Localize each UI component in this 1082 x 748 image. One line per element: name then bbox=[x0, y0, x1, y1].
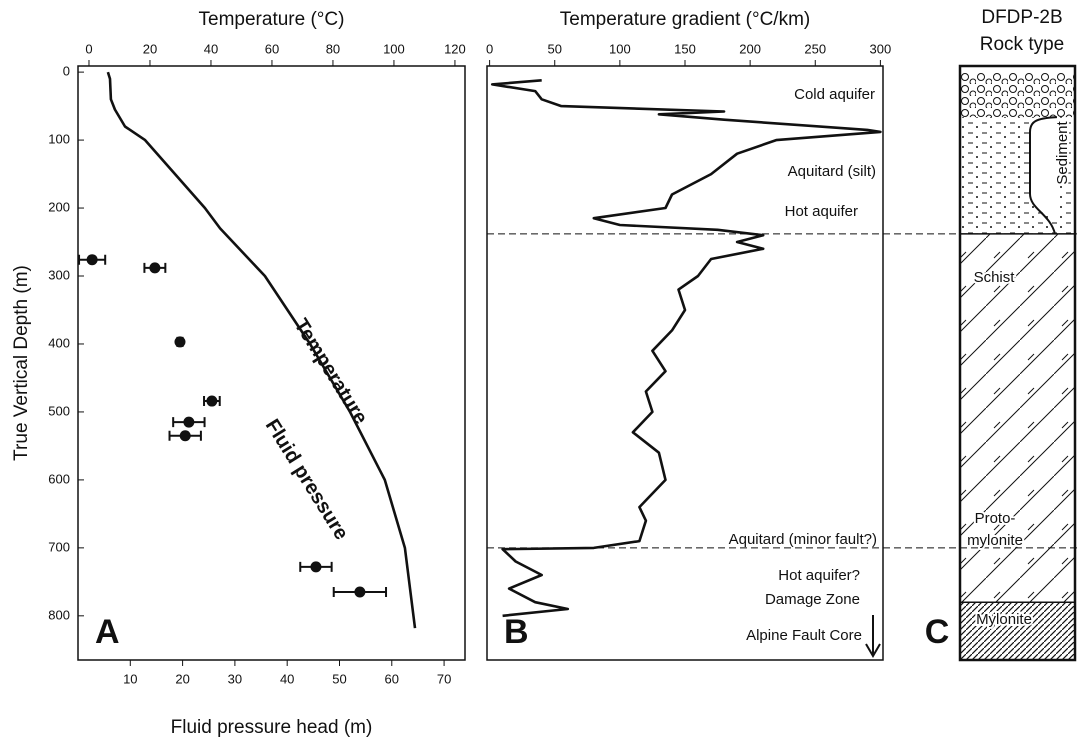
unit-label: Sediment bbox=[1054, 120, 1071, 184]
x-axis-title: Fluid pressure head (m) bbox=[171, 717, 373, 738]
unit-label: Mylonite bbox=[976, 611, 1032, 628]
annotation: Alpine Fault Core bbox=[746, 627, 862, 644]
y-tick-label: 500 bbox=[48, 403, 70, 418]
grain-profile bbox=[1030, 117, 1057, 222]
panel-label: B bbox=[504, 613, 529, 651]
x-tick-label: 20 bbox=[143, 41, 157, 56]
x-axis-title: Temperature (°C) bbox=[199, 9, 345, 30]
x-tick-label: 50 bbox=[548, 41, 562, 56]
x-tick-label: 60 bbox=[385, 671, 399, 686]
annotation: Hot aquifer? bbox=[778, 567, 860, 584]
y-tick-label: 100 bbox=[48, 132, 70, 147]
annotation: Damage Zone bbox=[765, 591, 860, 608]
x-tick-label: 70 bbox=[437, 671, 451, 686]
y-tick-label: 700 bbox=[48, 539, 70, 554]
x-tick-label: 300 bbox=[870, 41, 892, 56]
x-tick-label: 0 bbox=[486, 41, 493, 56]
arrow bbox=[865, 615, 881, 658]
data-point bbox=[354, 586, 366, 598]
x-tick-label: 40 bbox=[280, 671, 294, 686]
x-tick-label: 10 bbox=[123, 671, 137, 686]
rock-unit bbox=[960, 602, 1075, 660]
x-tick-label: 100 bbox=[609, 41, 631, 56]
rock-unit bbox=[960, 233, 1075, 603]
y-tick-label: 0 bbox=[63, 64, 70, 79]
grain-profile bbox=[1029, 116, 1058, 235]
data-line bbox=[490, 79, 882, 618]
x-tick-label: 60 bbox=[265, 41, 279, 56]
unit-label: Proto- bbox=[975, 510, 1016, 527]
panel-label: A bbox=[95, 613, 120, 651]
x-tick-label: 250 bbox=[804, 41, 826, 56]
y-axis-title: True Vertical Depth (m) bbox=[11, 265, 32, 461]
data-point bbox=[310, 561, 322, 573]
x-tick-label: 100 bbox=[383, 41, 405, 56]
data-point bbox=[86, 254, 98, 266]
annotation: Aquitard (silt) bbox=[788, 163, 876, 180]
column-title: Rock type bbox=[980, 34, 1064, 55]
column-title: DFDP-2B bbox=[981, 7, 1062, 28]
y-tick-label: 400 bbox=[48, 335, 70, 350]
unit-label: Schist bbox=[974, 269, 1016, 286]
column-frame bbox=[958, 64, 1077, 662]
data-point bbox=[183, 416, 195, 428]
annotation: Cold aquifer bbox=[794, 86, 875, 103]
y-tick-label: 600 bbox=[48, 471, 70, 486]
series-label: Fluid pressure bbox=[261, 415, 353, 544]
x-tick-label: 30 bbox=[228, 671, 242, 686]
panel-label: C bbox=[925, 613, 950, 651]
data-point bbox=[179, 430, 191, 442]
data-point bbox=[149, 262, 161, 274]
annotation: Hot aquifer bbox=[785, 203, 858, 220]
y-tick-label: 200 bbox=[48, 199, 70, 214]
x-axis-title: Temperature gradient (°C/km) bbox=[560, 9, 810, 30]
annotation: Aquitard (minor fault?) bbox=[729, 531, 877, 548]
unit-label: mylonite bbox=[967, 532, 1023, 549]
data-point bbox=[206, 395, 218, 407]
data-point bbox=[174, 336, 186, 348]
x-tick-label: 120 bbox=[444, 41, 466, 56]
x-tick-label: 50 bbox=[332, 671, 346, 686]
series-label: Temperature bbox=[290, 315, 372, 428]
data-line bbox=[106, 71, 417, 629]
x-tick-label: 150 bbox=[674, 41, 696, 56]
x-tick-label: 80 bbox=[326, 41, 340, 56]
x-tick-label: 0 bbox=[85, 41, 92, 56]
x-tick-label: 200 bbox=[739, 41, 761, 56]
gravel-layer bbox=[960, 72, 1075, 118]
x-tick-label: 40 bbox=[204, 41, 218, 56]
y-tick-label: 300 bbox=[48, 267, 70, 282]
x-tick-label: 20 bbox=[175, 671, 189, 686]
y-tick-label: 800 bbox=[48, 607, 70, 622]
